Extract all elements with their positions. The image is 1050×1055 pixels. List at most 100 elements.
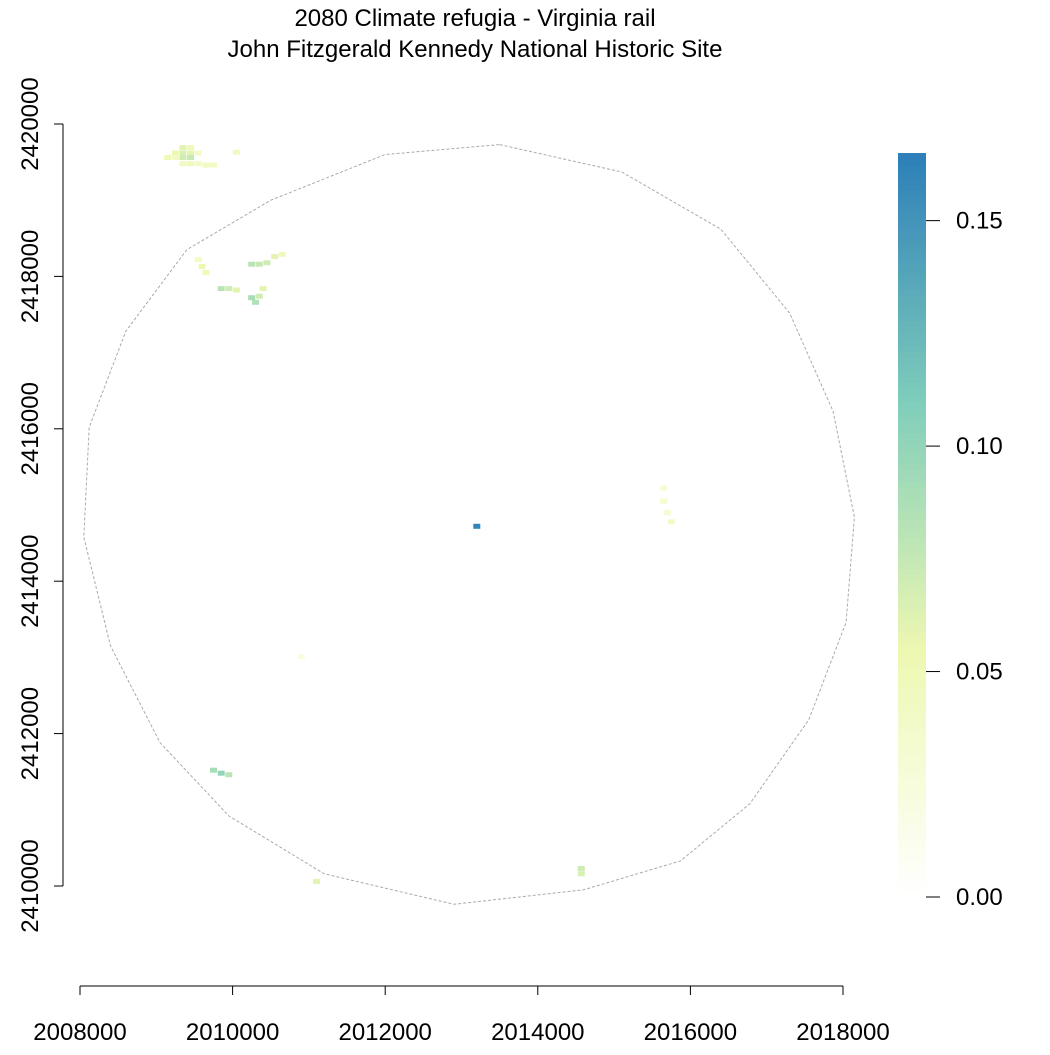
park-boundary-outline bbox=[83, 144, 855, 905]
raster-cell bbox=[202, 162, 210, 168]
raster-cell bbox=[217, 286, 225, 292]
colorbar-swatch bbox=[898, 264, 926, 272]
colorbar-swatch bbox=[898, 593, 926, 600]
colorbar-tick-label: 0.00 bbox=[956, 884, 1003, 911]
colorbar-swatch bbox=[898, 872, 926, 879]
raster-cell bbox=[660, 498, 668, 504]
raster-cell bbox=[187, 155, 195, 160]
colorbar-swatch bbox=[898, 537, 926, 545]
colorbar-swatch bbox=[898, 723, 926, 731]
colorbar-swatch bbox=[898, 481, 926, 489]
chart-title: 2080 Climate refugia - Virginia rail bbox=[294, 5, 655, 32]
colorbar-swatch bbox=[898, 797, 926, 805]
colorbar-swatch bbox=[898, 599, 926, 607]
colorbar-swatch bbox=[898, 630, 926, 638]
colorbar-swatch bbox=[898, 314, 926, 321]
x-tick-label: 2016000 bbox=[644, 1019, 737, 1046]
colorbar-swatch bbox=[898, 277, 926, 284]
colorbar-swatch bbox=[898, 258, 926, 266]
colorbar-swatch bbox=[898, 407, 926, 414]
colorbar-swatch bbox=[898, 828, 926, 836]
colorbar-swatch bbox=[898, 320, 926, 328]
colorbar-swatch bbox=[898, 587, 926, 594]
colorbar-swatch bbox=[898, 704, 926, 712]
x-tick-label: 2012000 bbox=[338, 1019, 431, 1046]
colorbar-swatch bbox=[898, 766, 926, 774]
colorbar-swatch bbox=[898, 475, 926, 483]
raster-cell bbox=[179, 150, 187, 156]
colorbar-swatch bbox=[898, 748, 926, 755]
colorbar-tick-label: 0.10 bbox=[956, 433, 1003, 460]
colorbar-swatch bbox=[898, 890, 926, 898]
colorbar-swatch bbox=[898, 618, 926, 625]
raster-cell bbox=[660, 485, 668, 491]
raster-cell bbox=[271, 254, 279, 260]
colorbar-swatch bbox=[898, 866, 926, 873]
colorbar-swatch bbox=[898, 779, 926, 786]
colorbar-swatch bbox=[898, 487, 926, 495]
raster-cell bbox=[187, 145, 195, 151]
colorbar-swatch bbox=[898, 208, 926, 216]
colorbar-swatch bbox=[898, 692, 926, 700]
colorbar-swatch bbox=[898, 580, 926, 588]
colorbar-swatch bbox=[898, 382, 926, 390]
colorbar-swatch bbox=[898, 289, 926, 297]
colorbar-swatch bbox=[898, 512, 926, 520]
raster-cell bbox=[187, 161, 195, 167]
colorbar-swatch bbox=[898, 624, 926, 631]
colorbar-swatch bbox=[898, 357, 926, 365]
y-tick-label: 2414000 bbox=[17, 534, 44, 627]
colorbar-swatch bbox=[898, 190, 926, 197]
colorbar-swatch bbox=[898, 494, 926, 501]
y-axis: 2410000 2412000 2414000 2416000 2418000 24200… bbox=[17, 77, 64, 933]
raster-cell bbox=[248, 261, 256, 267]
raster-cell bbox=[313, 878, 320, 884]
y-tick-label: 2418000 bbox=[17, 230, 44, 323]
raster-cell bbox=[179, 161, 187, 167]
colorbar-swatch bbox=[898, 283, 926, 290]
y-tick-label: 2420000 bbox=[17, 77, 44, 170]
raster-cell bbox=[164, 155, 172, 160]
x-tick-label: 2018000 bbox=[796, 1019, 889, 1046]
raster-cell bbox=[179, 145, 187, 151]
colorbar-swatch bbox=[898, 401, 926, 408]
colorbar-swatch bbox=[898, 717, 926, 724]
colorbar-swatch bbox=[898, 804, 926, 811]
colorbar-swatch bbox=[898, 301, 926, 309]
raster-cell bbox=[194, 161, 202, 167]
colorbar-tick-label: 0.05 bbox=[956, 659, 1003, 686]
colorbar-swatch bbox=[898, 735, 926, 743]
colorbar-swatch bbox=[898, 605, 926, 613]
colorbar-swatch bbox=[898, 363, 926, 371]
colorbar-swatch bbox=[898, 270, 926, 278]
raster-cell bbox=[577, 866, 585, 871]
colorbar-swatch bbox=[898, 611, 926, 619]
raster-cell bbox=[225, 286, 233, 292]
colorbar-swatch bbox=[898, 847, 926, 855]
colorbar-swatch bbox=[898, 642, 926, 650]
colorbar-swatch bbox=[898, 450, 926, 458]
colorbar-swatch bbox=[898, 785, 926, 793]
y-tick-label: 2416000 bbox=[17, 382, 44, 475]
colorbar-swatch bbox=[898, 370, 926, 377]
x-tick-label: 2010000 bbox=[186, 1019, 279, 1046]
colorbar-swatch bbox=[898, 469, 926, 476]
colorbar-swatch bbox=[898, 388, 926, 396]
y-tick-label: 2412000 bbox=[17, 687, 44, 780]
colorbar-swatch bbox=[898, 202, 926, 210]
colorbar-swatch bbox=[898, 159, 926, 166]
colorbar-swatch bbox=[898, 221, 926, 228]
colorbar-swatch bbox=[898, 810, 926, 817]
colorbar-swatch bbox=[898, 649, 926, 656]
colorbar-swatch bbox=[898, 153, 926, 160]
colorbar-swatch bbox=[898, 543, 926, 551]
colorbar-swatch bbox=[898, 686, 926, 693]
colorbar-swatch bbox=[898, 574, 926, 582]
x-axis: 2008000 2010000 2012000 2014000 2016000 20180… bbox=[33, 985, 890, 1046]
colorbar-swatch bbox=[898, 246, 926, 253]
raster-cell bbox=[187, 150, 195, 156]
raster-cell bbox=[255, 293, 263, 299]
colorbar-tick-label: 0.15 bbox=[956, 208, 1003, 235]
